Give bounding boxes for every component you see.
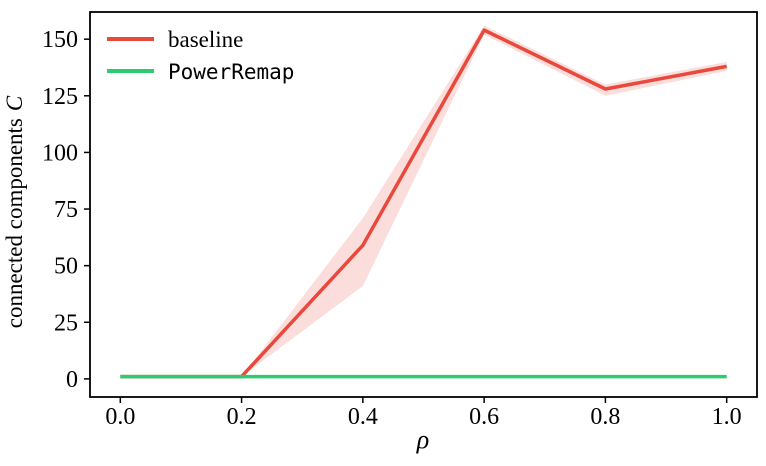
y-axis-label-math: C — [2, 95, 27, 111]
plot-border — [89, 11, 758, 398]
legend-label-baseline: baseline — [168, 27, 243, 52]
x-axis-label: ρ — [416, 425, 429, 454]
y-tick-label: 50 — [54, 254, 78, 280]
y-tick-label: 125 — [42, 84, 78, 110]
y-tick-label: 25 — [54, 310, 78, 336]
x-tick-label: 1.0 — [712, 404, 742, 430]
y-tick-label: 100 — [42, 140, 78, 166]
y-tick-label: 0 — [66, 367, 78, 393]
legend: baseline PowerRemap — [107, 27, 294, 84]
x-tick-label: 0.0 — [105, 404, 135, 430]
x-tick-label: 0.6 — [469, 404, 499, 430]
y-tick-label: 150 — [42, 27, 78, 53]
x-tick-label: 0.8 — [590, 404, 620, 430]
plot-area: 0.0 0.2 0.4 0.6 0.8 1.0 0 25 50 75 100 125 150 — [42, 11, 758, 430]
y-axis-label-text: connected components — [2, 118, 27, 328]
x-tick-label: 0.2 — [227, 404, 257, 430]
legend-label-powerremap: PowerRemap — [168, 60, 294, 84]
y-tick-label: 75 — [54, 197, 78, 223]
x-tick-label: 0.4 — [348, 404, 378, 430]
y-axis-label: connected components C — [2, 95, 27, 328]
